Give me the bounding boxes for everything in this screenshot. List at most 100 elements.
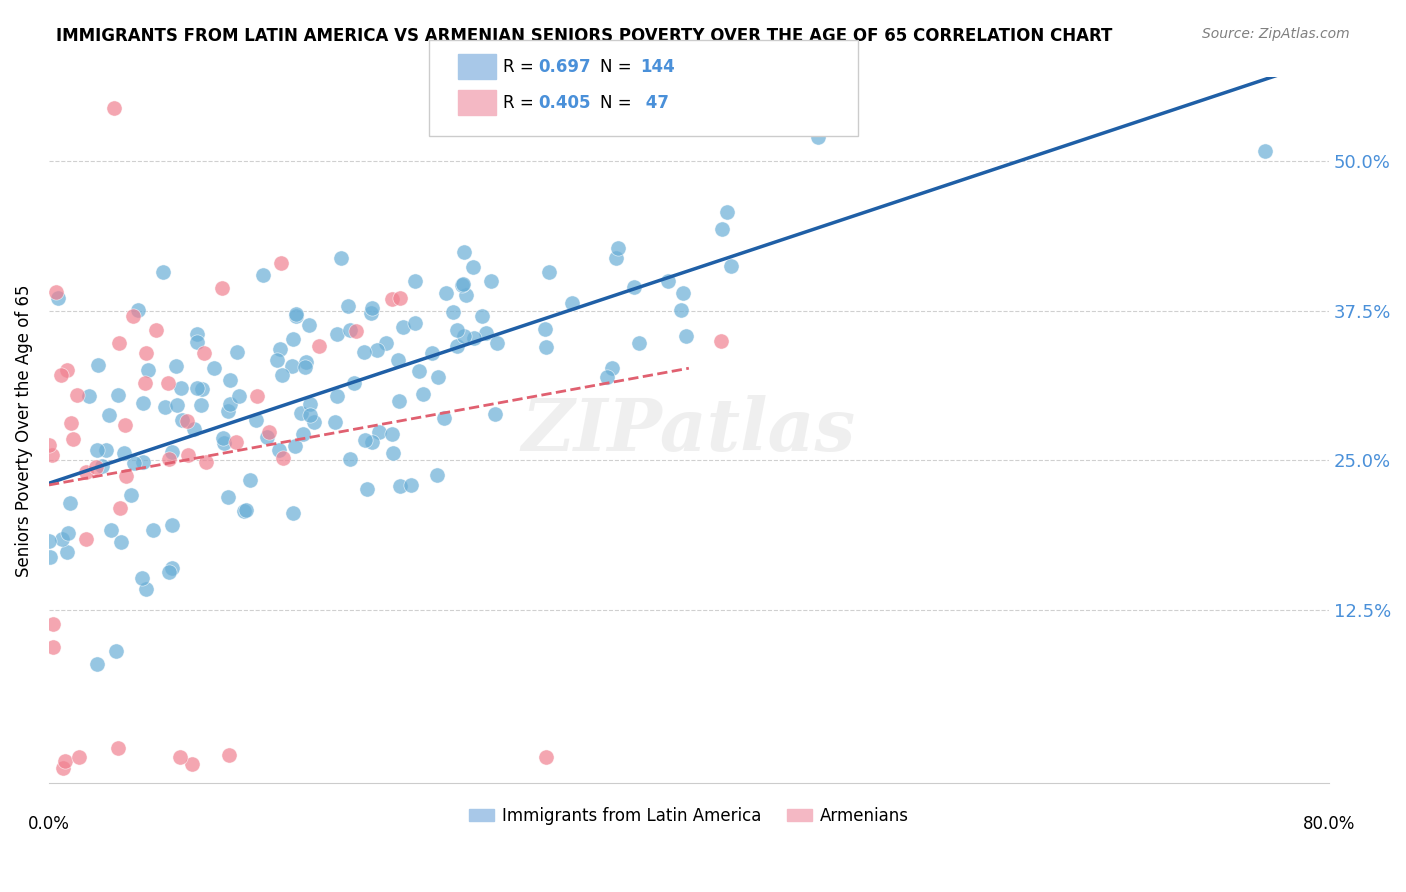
Point <box>232 504 254 518</box>
Point <box>46 291 69 305</box>
Point <box>246 389 269 403</box>
Point <box>267 442 290 457</box>
Point <box>132 395 155 409</box>
Point <box>1254 144 1277 158</box>
Point <box>115 469 138 483</box>
Point <box>120 488 142 502</box>
Point <box>134 376 156 391</box>
Point <box>186 335 208 350</box>
Text: N =: N = <box>600 58 637 76</box>
Point <box>56 363 79 377</box>
Point <box>537 265 560 279</box>
Point <box>453 244 475 259</box>
Point <box>561 295 583 310</box>
Point <box>534 340 557 354</box>
Point <box>256 430 278 444</box>
Point <box>284 307 307 321</box>
Point <box>596 369 619 384</box>
Point <box>186 327 208 342</box>
Point <box>103 101 125 115</box>
Legend: Immigrants from Latin America, Armenians: Immigrants from Latin America, Armenians <box>463 800 915 831</box>
Point <box>38 533 60 548</box>
Point <box>212 435 235 450</box>
Point <box>675 328 697 343</box>
Point <box>86 442 108 457</box>
Point <box>202 360 225 375</box>
Point <box>38 438 60 452</box>
Point <box>127 302 149 317</box>
Point <box>157 566 180 580</box>
Point <box>281 359 304 373</box>
Point <box>353 344 375 359</box>
Point <box>451 277 474 291</box>
Point <box>294 355 316 369</box>
Point <box>427 370 450 384</box>
Point <box>375 336 398 351</box>
Text: 0.0%: 0.0% <box>28 815 70 833</box>
Point <box>388 394 411 409</box>
Point <box>152 265 174 279</box>
Point <box>153 400 176 414</box>
Point <box>142 524 165 538</box>
Point <box>627 335 650 350</box>
Point <box>107 741 129 756</box>
Text: ZIPatlas: ZIPatlas <box>522 395 856 466</box>
Text: 80.0%: 80.0% <box>1302 815 1355 833</box>
Point <box>98 409 121 423</box>
Point <box>177 448 200 462</box>
Point <box>145 323 167 337</box>
Point <box>299 408 322 422</box>
Point <box>600 360 623 375</box>
Point <box>136 362 159 376</box>
Point <box>110 534 132 549</box>
Point <box>114 417 136 432</box>
Point <box>446 323 468 337</box>
Point <box>446 339 468 353</box>
Point <box>269 342 291 356</box>
Point <box>360 306 382 320</box>
Point <box>135 346 157 360</box>
Point <box>344 324 367 338</box>
Point <box>463 331 485 345</box>
Point <box>59 416 82 430</box>
Point <box>193 346 215 360</box>
Point <box>51 368 73 383</box>
Point <box>51 532 73 546</box>
Point <box>290 406 312 420</box>
Point <box>356 482 378 496</box>
Point <box>325 326 347 341</box>
Point <box>441 305 464 319</box>
Point <box>162 445 184 459</box>
Point <box>190 398 212 412</box>
Point <box>53 755 76 769</box>
Point <box>623 280 645 294</box>
Point <box>710 334 733 349</box>
Point <box>433 411 456 425</box>
Point <box>451 278 474 293</box>
Y-axis label: Seniors Poverty Over the Age of 65: Seniors Poverty Over the Age of 65 <box>15 285 32 577</box>
Point <box>387 352 409 367</box>
Point <box>323 416 346 430</box>
Point <box>807 130 830 145</box>
Point <box>217 403 239 417</box>
Point <box>66 388 89 402</box>
Point <box>41 448 63 462</box>
Point <box>59 496 82 510</box>
Point <box>711 222 734 236</box>
Point <box>245 413 267 427</box>
Point <box>219 373 242 387</box>
Point <box>299 397 322 411</box>
Point <box>122 456 145 470</box>
Point <box>392 320 415 334</box>
Point <box>354 433 377 447</box>
Point <box>56 525 79 540</box>
Point <box>266 352 288 367</box>
Point <box>218 397 240 411</box>
Point <box>157 452 180 467</box>
Point <box>605 251 627 265</box>
Point <box>284 439 307 453</box>
Point <box>225 344 247 359</box>
Point <box>91 459 114 474</box>
Point <box>297 318 319 332</box>
Point <box>337 299 360 313</box>
